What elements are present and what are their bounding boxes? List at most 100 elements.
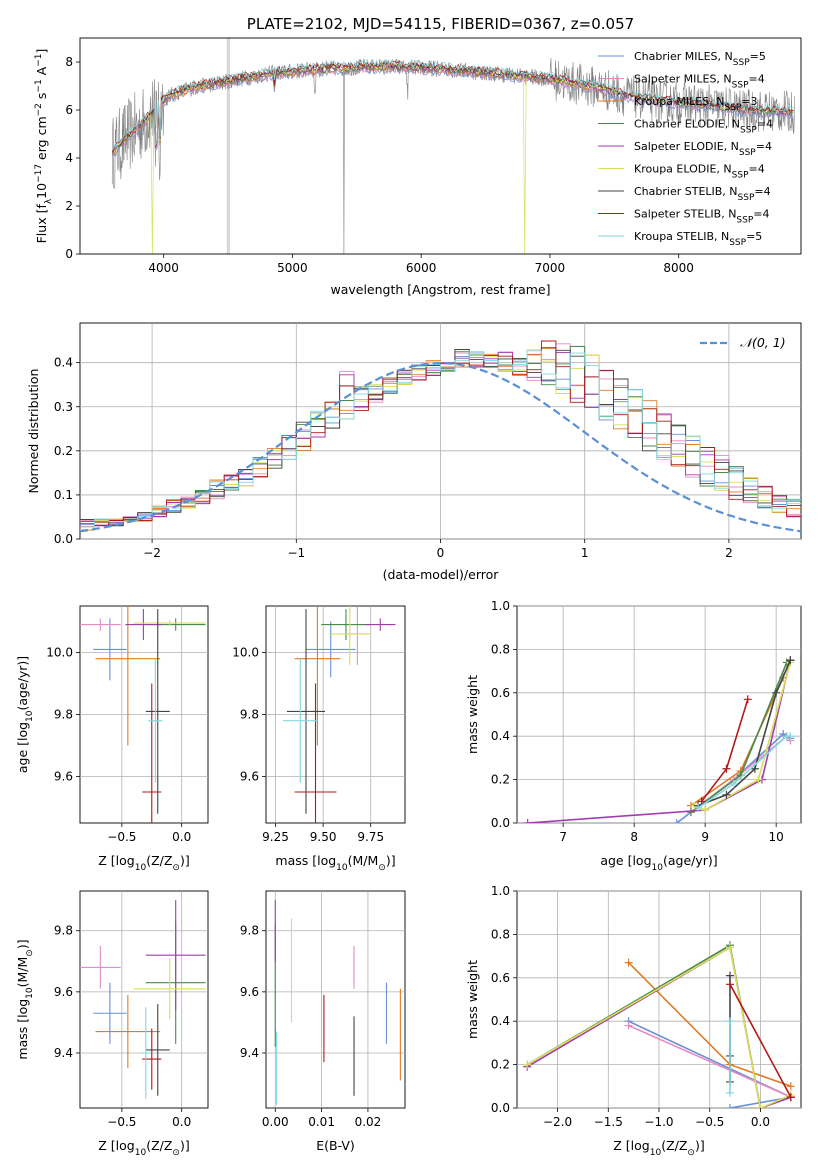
y-tick-label: 0 — [65, 247, 73, 261]
mass-weight-point — [726, 980, 734, 989]
mass-vs-EBV-grid — [266, 891, 405, 1108]
mass-vs-Z-panel: −0.5 0.0 9.4 9.6 9.8 Z [log10(Z/Z⊙)] mass [log… — [15, 890, 209, 1158]
mass-weight-line — [628, 1024, 792, 1098]
x-tick-label: 2 — [725, 546, 733, 560]
x-tick-label: 0.0 — [172, 830, 191, 844]
mass-weight-point — [786, 1093, 795, 1102]
mass-weight-point — [772, 688, 781, 697]
y-tick-label: 0.1 — [54, 488, 73, 502]
age-vs-mass-grid — [266, 606, 405, 823]
mass-weight-point — [786, 732, 795, 741]
mass-vs-Z-plot-area — [80, 900, 206, 1099]
x-tick-label: −1.0 — [644, 1115, 673, 1129]
massweight-vs-age-panel: 7 8 9 10 0.0 0.2 0.4 0.6 0.8 1.0 age [log10(age/yr… — [465, 599, 802, 873]
x-tick-label: −2.0 — [543, 1115, 572, 1129]
y-tick-label: 0.0 — [54, 532, 73, 546]
massweight-vs-Z-xlabel: Z [log10(Z/Z⊙)] — [613, 1138, 704, 1158]
mass-weight-point — [697, 797, 706, 806]
y-tick-label: 2 — [65, 199, 73, 213]
x-tick-label: 8000 — [663, 261, 694, 275]
age-vs-Z-ylabel: age [log10(age/yr)] — [15, 656, 35, 773]
y-tick-label: 9.6 — [54, 985, 73, 999]
x-tick-label: −0.5 — [107, 1115, 136, 1129]
massweight-vs-age-frame — [516, 605, 802, 824]
residual-histogram-3 — [80, 348, 801, 531]
x-tick-label: 9 — [701, 830, 709, 844]
x-tick-label: 0.0 — [172, 1115, 191, 1129]
y-tick-label: 9.4 — [54, 1046, 73, 1060]
mass-weight-point — [523, 1060, 532, 1069]
x-tick-label: 9.50 — [310, 830, 337, 844]
x-tick-label: 1 — [581, 546, 589, 560]
mass-weight-point — [694, 803, 703, 812]
mass-vs-Z-grid — [80, 891, 208, 1108]
mass-weight-point — [750, 764, 759, 773]
y-tick-label: 6 — [65, 103, 73, 117]
mass-weight-line — [729, 983, 792, 1098]
y-tick-label: 0.4 — [491, 729, 510, 743]
mass-weight-point — [722, 790, 731, 799]
x-tick-label: 8 — [630, 830, 638, 844]
spectrum-panel: PLATE=2102, MJD=54115, FIBERID=0367, z=0… — [34, 15, 802, 297]
y-tick-label: 4 — [65, 151, 73, 165]
y-tick-label: 0.6 — [491, 971, 510, 985]
legend-label: Chabrier MILES, NSSP=5 — [634, 50, 766, 68]
mass-weight-point — [726, 943, 734, 952]
mass-weight-point — [722, 764, 731, 773]
mass-weight-point — [786, 1082, 795, 1091]
x-tick-label: 10 — [769, 830, 784, 844]
y-tick-label: 0.0 — [491, 1101, 510, 1115]
mass-weight-line — [690, 659, 791, 813]
legend-label: Kroupa STELIB, NSSP=5 — [634, 230, 762, 248]
mass-vs-EBV-frame — [265, 890, 406, 1109]
model-spectrum-8 — [111, 60, 794, 153]
massweight-vs-age-ylabel: mass weight — [465, 675, 480, 754]
x-tick-label: −1 — [287, 546, 305, 560]
mass-weight-point — [786, 656, 795, 665]
residuals-xlabel: (data-model)/error — [383, 567, 500, 582]
mass-weight-point — [726, 1017, 734, 1026]
x-tick-label: 7 — [559, 830, 567, 844]
model-spectrum-6 — [112, 61, 794, 254]
legend-label: Salpeter MILES, NSSP=4 — [634, 73, 765, 91]
model-spectrum-1 — [111, 67, 794, 157]
x-tick-label: 9.75 — [357, 830, 384, 844]
x-tick-label: 0.01 — [308, 1115, 335, 1129]
mass-weight-line — [526, 946, 792, 1108]
spectrum-plot-area — [111, 38, 795, 254]
y-tick-label: 0.2 — [54, 444, 73, 458]
y-tick-label: 9.8 — [54, 708, 73, 722]
x-tick-label: 6000 — [406, 261, 437, 275]
y-tick-label: 9.8 — [240, 708, 259, 722]
residuals-ylabel: Normed distribution — [26, 369, 41, 494]
x-tick-label: 7000 — [535, 261, 566, 275]
massweight-vs-age-grid — [517, 605, 801, 824]
y-tick-label: 0.6 — [491, 686, 510, 700]
mass-weight-point — [672, 819, 681, 823]
y-tick-label: 0.8 — [491, 642, 510, 656]
mass-weight-point — [756, 1104, 765, 1108]
mass-weight-point — [624, 1021, 633, 1030]
x-tick-label: −2 — [143, 546, 161, 560]
mass-weight-point — [754, 775, 763, 784]
age-vs-Z-grid — [80, 606, 208, 823]
age-vs-Z-xlabel: Z [log10(Z/Z⊙)] — [98, 853, 189, 873]
x-tick-label: 9.25 — [262, 830, 289, 844]
y-tick-label: 10.0 — [46, 646, 73, 660]
spectrum-title: PLATE=2102, MJD=54115, FIBERID=0367, z=0… — [247, 15, 634, 33]
mass-vs-Z-frame — [79, 890, 209, 1109]
legend-label: Kroupa ELODIE, NSSP=4 — [634, 163, 765, 181]
legend-label: 𝒩(0, 1) — [740, 335, 786, 350]
age-vs-mass-xlabel: mass [log10(M/M⊙)] — [275, 853, 395, 873]
observed-spectrum — [111, 57, 795, 254]
mass-vs-Z-xlabel: Z [log10(Z/Z⊙)] — [98, 1138, 189, 1158]
y-tick-label: 0.8 — [491, 927, 510, 941]
massweight-vs-Z-grid — [517, 890, 801, 1109]
y-tick-label: 1.0 — [491, 884, 510, 898]
legend-label: Kroupa MILES, NSSP=3 — [634, 95, 758, 113]
spectrum-ylabel: Flux [fλ10−17 erg cm−2 s−1 A−1] — [34, 49, 54, 244]
mass-vs-EBV-panel: 0.00 0.01 0.02 9.4 9.6 9.8 E(B-V) — [240, 890, 406, 1153]
x-tick-label: −1.5 — [594, 1115, 623, 1129]
legend-label: Chabrier ELODIE, NSSP=4 — [634, 118, 773, 136]
mass-weight-point — [726, 1088, 734, 1097]
